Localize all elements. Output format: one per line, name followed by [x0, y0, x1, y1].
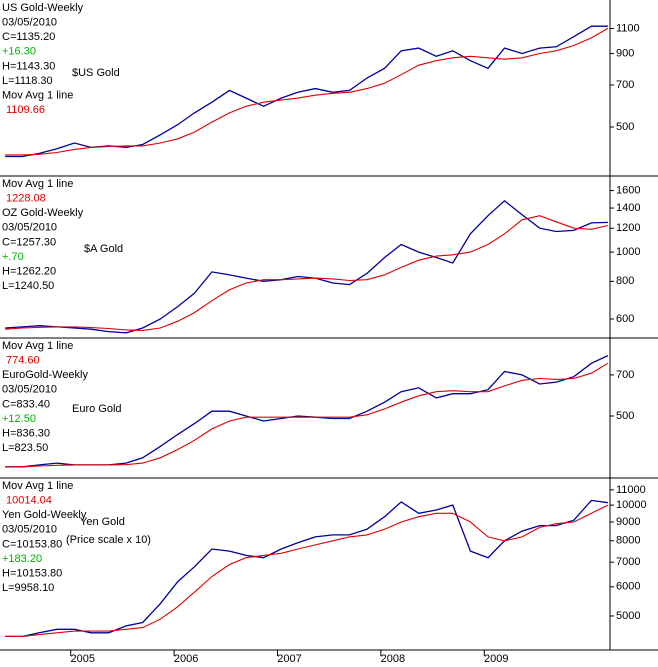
x-tick-label: 2005 — [70, 653, 94, 665]
legend-text: L=1240.50 — [2, 280, 54, 292]
legend-text: +.70 — [2, 251, 24, 263]
annotation: Euro Gold — [72, 403, 122, 415]
legend-text: 03/05/2010 — [2, 384, 57, 396]
y-tick-label: 5000 — [616, 610, 640, 622]
y-tick-label: 7000 — [616, 556, 640, 568]
y-tick-label: 800 — [616, 275, 634, 287]
annotation: (Price scale x 10) — [66, 534, 151, 546]
y-tick-label: 1100 — [616, 22, 640, 34]
legend-text: 03/05/2010 — [2, 524, 57, 536]
legend-text: EuroGold-Weekly — [2, 369, 88, 381]
legend-text: 03/05/2010 — [2, 222, 57, 234]
legend-text: 1109.66 — [6, 104, 45, 116]
price-line — [5, 499, 608, 638]
legend-text: L=1118.30 — [2, 75, 53, 87]
price-line — [5, 199, 608, 334]
y-tick-label: 1600 — [616, 184, 640, 196]
legend-text: +16.30 — [2, 46, 36, 58]
x-tick-label: 2009 — [484, 653, 508, 665]
legend-text: Mov Avg 1 line — [2, 340, 73, 352]
y-tick-label: 1200 — [616, 222, 640, 234]
y-tick-label: 6000 — [616, 581, 640, 593]
y-tick-label: 8000 — [616, 535, 640, 547]
y-tick-label: 1000 — [616, 246, 640, 258]
legend-text: US Gold-Weekly — [2, 2, 84, 14]
y-tick-label: 700 — [616, 79, 634, 91]
moving-average-line — [5, 362, 609, 468]
y-tick-label: 1400 — [616, 202, 640, 214]
legend-text: C=10153.80 — [2, 538, 62, 550]
moving-average-line — [5, 504, 609, 637]
legend-text: H=836.30 — [2, 428, 50, 440]
legend-text: C=833.40 — [2, 398, 50, 410]
annotation: Yen Gold — [80, 516, 125, 528]
legend-text: 774.60 — [6, 355, 40, 367]
legend-text: Mov Avg 1 line — [2, 480, 73, 492]
legend-text: L=9958.10 — [2, 582, 54, 594]
x-tick-label: 2008 — [381, 653, 405, 665]
legend-text: Mov Avg 1 line — [2, 90, 73, 102]
legend-text: C=1257.30 — [2, 236, 56, 248]
annotation: $US Gold — [72, 67, 120, 79]
annotation: $A Gold — [84, 243, 123, 255]
x-tick-label: 2007 — [277, 653, 301, 665]
legend-text: 1228.08 — [6, 193, 46, 205]
y-tick-label: 11000 — [616, 484, 646, 496]
legend-text: H=1143.30 — [2, 60, 55, 72]
legend-text: OZ Gold-Weekly — [2, 207, 84, 219]
moving-average-line — [5, 27, 609, 156]
y-tick-label: 9000 — [616, 516, 640, 528]
y-tick-label: 600 — [616, 313, 634, 325]
y-tick-label: 700 — [616, 369, 634, 381]
legend-text: Yen Gold-Weekly — [2, 509, 87, 521]
y-tick-label: 10000 — [616, 499, 647, 511]
y-tick-label: 900 — [616, 47, 634, 59]
y-tick-label: 500 — [616, 121, 634, 133]
legend-text: H=1262.20 — [2, 266, 56, 278]
legend-text: +183.20 — [2, 553, 42, 565]
x-tick-label: 2006 — [174, 653, 198, 665]
legend-text: Mov Avg 1 line — [2, 178, 73, 190]
legend-text: 10014.04 — [6, 495, 52, 507]
legend-text: +12.50 — [2, 413, 36, 425]
y-tick-label: 500 — [616, 410, 634, 422]
legend-text: H=10153.80 — [2, 568, 62, 580]
legend-text: C=1135.20 — [2, 31, 55, 43]
legend-text: L=823.50 — [2, 442, 48, 454]
legend-text: 03/05/2010 — [2, 17, 57, 29]
moving-average-line — [5, 215, 609, 331]
